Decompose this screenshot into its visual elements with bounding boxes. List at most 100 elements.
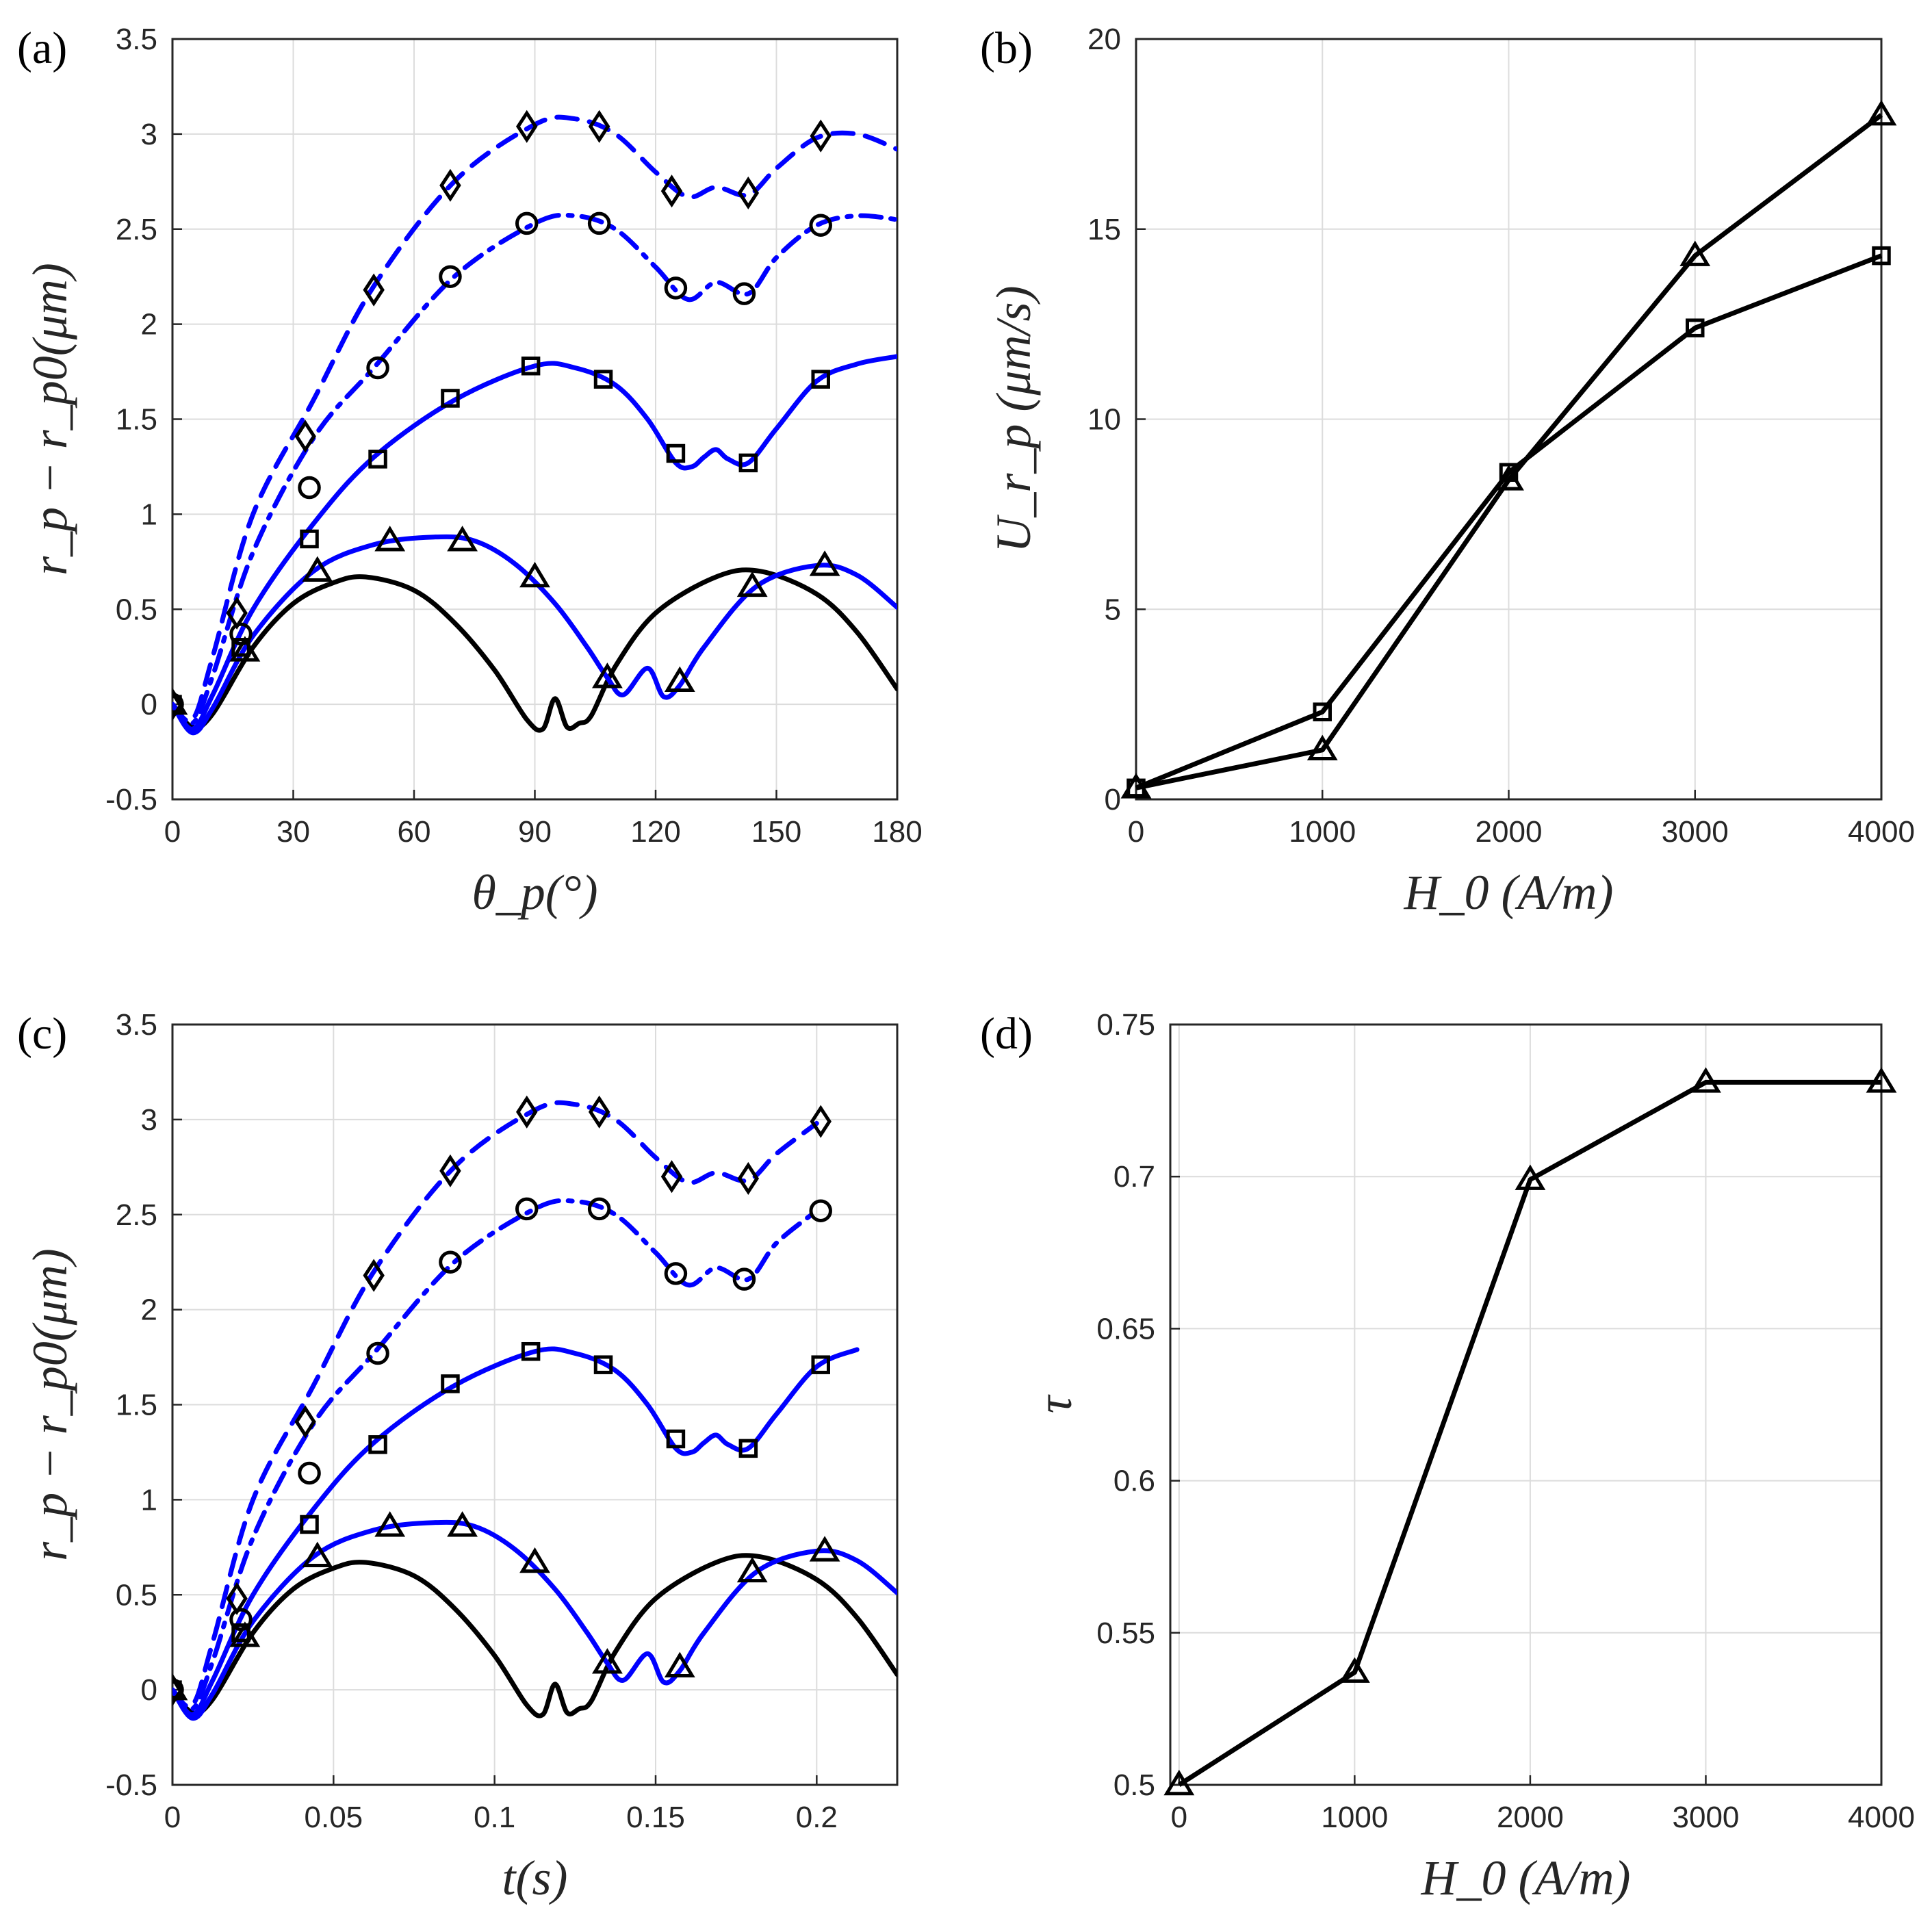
triangle-marker	[1690, 1067, 1721, 1093]
x-tick-label: 150	[751, 815, 801, 849]
diamond-marker	[363, 1259, 385, 1292]
x-tick-label: 180	[872, 815, 922, 849]
square-marker	[441, 1374, 460, 1393]
square-marker	[738, 1439, 758, 1458]
triangle-marker	[1866, 99, 1897, 126]
x-tick-label: 3000	[1673, 1801, 1740, 1834]
circle-marker	[732, 1267, 756, 1291]
square-marker	[738, 453, 758, 473]
y-tick-label: -0.5	[105, 1768, 157, 1802]
y-tick-label: 1.5	[116, 1389, 157, 1422]
diamond-marker	[810, 1105, 832, 1138]
circle-marker	[366, 1341, 389, 1365]
y-tick-label: 3	[141, 1103, 157, 1137]
triangle-marker	[374, 526, 406, 552]
triangle-marker	[1339, 1657, 1370, 1683]
triangle-marker	[591, 1648, 623, 1674]
x-tick-label: 120	[630, 815, 680, 849]
diamond-marker	[588, 1095, 610, 1129]
x-tick-label: 3000	[1662, 815, 1729, 849]
diamond-marker	[294, 420, 316, 453]
y-axis-label: U_r_p (μm/s)	[986, 285, 1041, 552]
square-curve	[172, 1346, 860, 1717]
square-marker	[441, 389, 460, 408]
axes-box	[171, 38, 899, 801]
triangle-marker	[447, 526, 478, 552]
circle-marker	[366, 356, 389, 380]
x-axis-label: H_0 (A/m)	[1421, 1851, 1631, 1905]
circle-curve	[172, 1198, 819, 1712]
circle-marker	[809, 214, 832, 237]
y-tick-label: 0	[141, 688, 157, 721]
x-tick-label: 0.1	[474, 1801, 515, 1834]
triangle-marker	[809, 550, 840, 576]
diamond-marker	[588, 110, 610, 143]
triangle-marker	[1515, 1164, 1546, 1190]
triangle-curve	[172, 534, 897, 736]
diamond-marker	[660, 1160, 683, 1194]
panel-b: 0 1000 2000 3000 4000 0 5 10 15 20 (b) H_0 (A/m) U_r…	[980, 23, 1915, 920]
y-tick-label: 2	[141, 1293, 157, 1327]
circle-marker	[229, 622, 253, 646]
x-tick-label: 60	[398, 815, 431, 849]
triangle-marker	[1866, 1067, 1897, 1093]
y-tick-label: 0.75	[1096, 1008, 1155, 1042]
y-tick-label: 2	[141, 308, 157, 342]
square-marker	[811, 370, 830, 389]
diamond-marker	[810, 119, 832, 153]
square-marker	[1872, 246, 1891, 266]
x-tick-label: 1000	[1321, 1801, 1388, 1834]
y-tick-label: 5	[1105, 593, 1121, 626]
triangle-marker	[447, 1511, 478, 1537]
square-marker	[231, 1623, 250, 1643]
triangle-marker	[519, 561, 550, 588]
square-marker	[593, 370, 613, 389]
x-tick-label: 0	[1171, 1801, 1187, 1834]
panel-label: (b)	[980, 23, 1033, 73]
triangle-marker	[302, 1541, 333, 1567]
y-tick-label: 0.55	[1096, 1617, 1155, 1650]
x-tick-label: 0	[1128, 815, 1144, 849]
triangle-marker	[664, 666, 695, 693]
square-marker	[1313, 702, 1332, 721]
circle-marker	[439, 1250, 462, 1274]
x-tick-label: 4000	[1848, 815, 1915, 849]
square-marker	[300, 1515, 319, 1534]
triangle-marker	[1163, 1769, 1195, 1796]
square-marker	[593, 1355, 613, 1374]
diamond-marker	[172, 1673, 183, 1707]
triangle-marker	[229, 636, 261, 662]
circle-curve	[172, 212, 897, 727]
y-tick-label: 3	[141, 118, 157, 151]
y-axis-label: r_p − r_p0(μm)	[23, 263, 77, 576]
diamond-marker	[660, 175, 683, 208]
circle-marker	[587, 211, 611, 235]
circle-marker	[515, 211, 539, 235]
y-tick-label: 0.6	[1113, 1465, 1155, 1498]
square-marker	[1499, 463, 1519, 482]
triangle-marker	[1306, 734, 1338, 761]
y-tick-label: 0.7	[1113, 1160, 1155, 1194]
diamond-marker	[515, 1095, 538, 1129]
axes-box	[1135, 38, 1883, 801]
square-marker	[666, 1429, 686, 1449]
x-tick-label: 30	[276, 815, 310, 849]
circle-marker	[587, 1197, 611, 1221]
x-tick-label: 0.05	[305, 1801, 363, 1834]
panel-c: 0 0.05 0.1 0.15 0.2-0.500.511.522.533.5(c)t(…	[17, 1008, 899, 1905]
triangle-marker	[736, 571, 768, 597]
y-tick-label: 0	[141, 1673, 157, 1707]
square-marker	[521, 1341, 541, 1361]
plot-content	[172, 1095, 897, 1721]
x-tick-label: 0.15	[626, 1801, 685, 1834]
y-tick-label: 10	[1087, 403, 1121, 437]
x-tick-label: 0	[164, 815, 181, 849]
diamond-curve	[172, 1100, 819, 1710]
y-tick-label: 0.5	[116, 1578, 157, 1612]
square-series-line	[1135, 253, 1883, 790]
y-tick-label: 15	[1087, 213, 1121, 246]
circle-marker	[298, 476, 321, 500]
triangle-marker	[591, 662, 623, 688]
diamond-marker	[172, 688, 183, 721]
